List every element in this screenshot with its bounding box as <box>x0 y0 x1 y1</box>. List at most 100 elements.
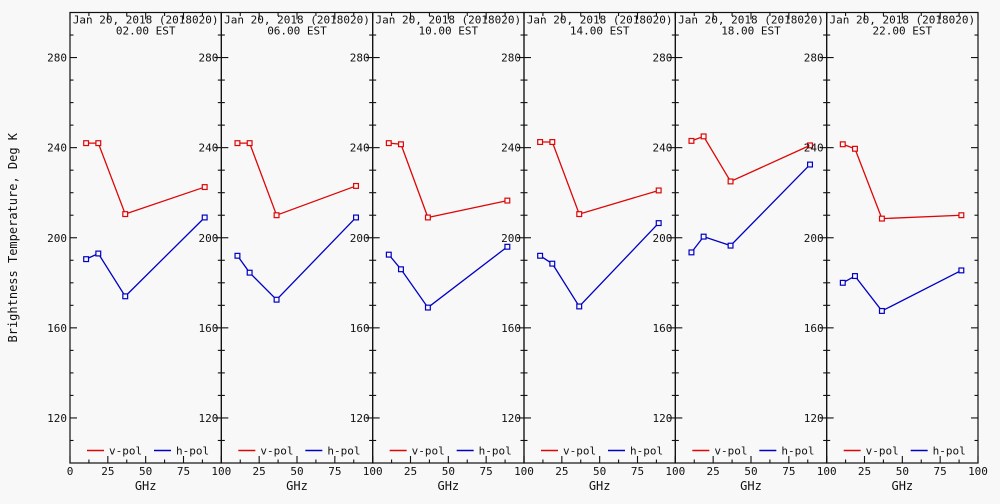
y-tick-label: 200 <box>501 232 521 245</box>
y-tick-label: 280 <box>652 52 672 65</box>
h-pol-marker <box>839 279 846 286</box>
y-tick-label: 280 <box>804 52 824 65</box>
v-pol-marker <box>807 142 814 149</box>
v-pol-legend-label: v-pol <box>866 445 899 458</box>
x-axis-title: GHz <box>437 479 459 493</box>
v-pol-marker <box>839 141 846 148</box>
x-axis-title: GHz <box>135 479 157 493</box>
v-pol-marker <box>201 184 208 191</box>
panel-title-time: 02.00 EST <box>116 25 176 38</box>
v-pol-legend-label: v-pol <box>714 445 747 458</box>
y-tick-label: 120 <box>47 412 67 425</box>
h-pol-marker <box>878 307 885 314</box>
y-tick-label: 200 <box>350 232 370 245</box>
h-pol-marker <box>201 214 208 221</box>
y-tick-label: 240 <box>804 142 824 155</box>
h-pol-marker <box>234 252 241 259</box>
y-tick-label: 240 <box>350 142 370 155</box>
panel-title-time: 22.00 EST <box>873 25 933 38</box>
v-pol-marker <box>246 140 253 147</box>
h-pol-marker <box>397 266 404 273</box>
v-pol-marker <box>655 187 662 194</box>
h-pol-marker <box>424 304 431 311</box>
v-pol-marker <box>424 214 431 221</box>
panel-title-date: Jan 20, 2018 (2018020) <box>678 14 824 27</box>
h-pol-marker <box>246 269 253 276</box>
v-pol-marker <box>83 140 90 147</box>
v-pol-marker <box>95 140 102 147</box>
x-tick-label: 50 <box>593 465 606 478</box>
x-tick-label: 75 <box>782 465 795 478</box>
x-tick-label: 100 <box>514 465 534 478</box>
h-pol-legend-label: h-pol <box>630 445 663 458</box>
x-tick-label: 50 <box>139 465 152 478</box>
h-pol-marker <box>385 251 392 258</box>
y-tick-label: 120 <box>652 412 672 425</box>
x-tick-label: 25 <box>707 465 720 478</box>
panel-title-date: Jan 20, 2018 (2018020) <box>829 14 975 27</box>
h-pol-legend-label: h-pol <box>176 445 209 458</box>
x-tick-label: 100 <box>968 465 988 478</box>
x-axis-title: GHz <box>740 479 762 493</box>
x-tick-label: 100 <box>817 465 837 478</box>
panel-22-00-est: 120 160 200 240 280 25 50 75 100 GHz Jan 20, 2018 … <box>804 11 988 493</box>
x-tick-label: 50 <box>290 465 303 478</box>
h-pol-line <box>388 246 508 309</box>
x-tick-label: 100 <box>211 465 231 478</box>
y-tick-label: 160 <box>350 322 370 335</box>
v-pol-marker <box>537 139 544 146</box>
h-pol-marker <box>807 161 814 168</box>
y-tick-label: 160 <box>198 322 218 335</box>
y-axis-title: Brightness Temperature, Deg K <box>6 132 20 342</box>
v-pol-line <box>842 143 962 220</box>
panel-02-00-est: 120 160 200 240 280 0 25 50 75 100 GHz Jan 20, 2018… <box>47 11 231 493</box>
panel-06-00-est: 120 160 200 240 280 25 50 75 100 GHz Jan 20, 2018 … <box>198 11 383 493</box>
x-tick-label: 75 <box>177 465 190 478</box>
v-pol-marker <box>385 140 392 147</box>
v-pol-line <box>691 135 811 183</box>
h-pol-legend-label: h-pol <box>781 445 814 458</box>
x-axis-title: GHz <box>589 479 611 493</box>
y-tick-label: 120 <box>350 412 370 425</box>
h-pol-marker <box>95 250 102 257</box>
v-pol-marker <box>727 178 734 185</box>
h-pol-line <box>690 164 811 253</box>
v-pol-marker <box>353 182 360 189</box>
panel-14-00-est: 120 160 200 240 280 25 50 75 100 GHz Jan 20, 2018 … <box>501 11 685 493</box>
y-tick-label: 160 <box>652 322 672 335</box>
x-tick-label: 50 <box>896 465 909 478</box>
x-tick-label: 100 <box>363 465 383 478</box>
y-tick-label: 240 <box>47 142 67 155</box>
panel-title-time: 06.00 EST <box>267 25 327 38</box>
panel-title-time: 10.00 EST <box>419 25 479 38</box>
x-tick-label: 50 <box>744 465 757 478</box>
v-pol-marker <box>878 215 885 222</box>
x-tick-label: 25 <box>555 465 568 478</box>
x-tick-label: 50 <box>442 465 455 478</box>
h-pol-marker <box>122 293 129 300</box>
y-tick-label: 240 <box>198 142 218 155</box>
x-axis-title: GHz <box>286 479 308 493</box>
h-pol-legend-label: h-pol <box>327 445 360 458</box>
h-pol-marker <box>688 249 695 256</box>
v-pol-line <box>86 142 205 215</box>
x-tick-label: 100 <box>665 465 685 478</box>
h-pol-marker <box>83 256 90 263</box>
x-axis-title: GHz <box>891 479 913 493</box>
h-pol-line <box>85 217 206 298</box>
h-pol-marker <box>851 273 858 280</box>
x-tick-label: 25 <box>101 465 114 478</box>
panel-title-date: Jan 20, 2018 (2018020) <box>73 14 219 27</box>
x-tick-label: 75 <box>328 465 341 478</box>
v-pol-marker <box>549 139 556 146</box>
x-tick-label: 0 <box>67 465 74 478</box>
y-tick-label: 280 <box>198 52 218 65</box>
y-tick-label: 240 <box>501 142 521 155</box>
h-pol-legend-label: h-pol <box>479 445 512 458</box>
v-pol-line <box>540 141 659 215</box>
h-pol-marker <box>273 296 280 303</box>
y-tick-label: 200 <box>198 232 218 245</box>
